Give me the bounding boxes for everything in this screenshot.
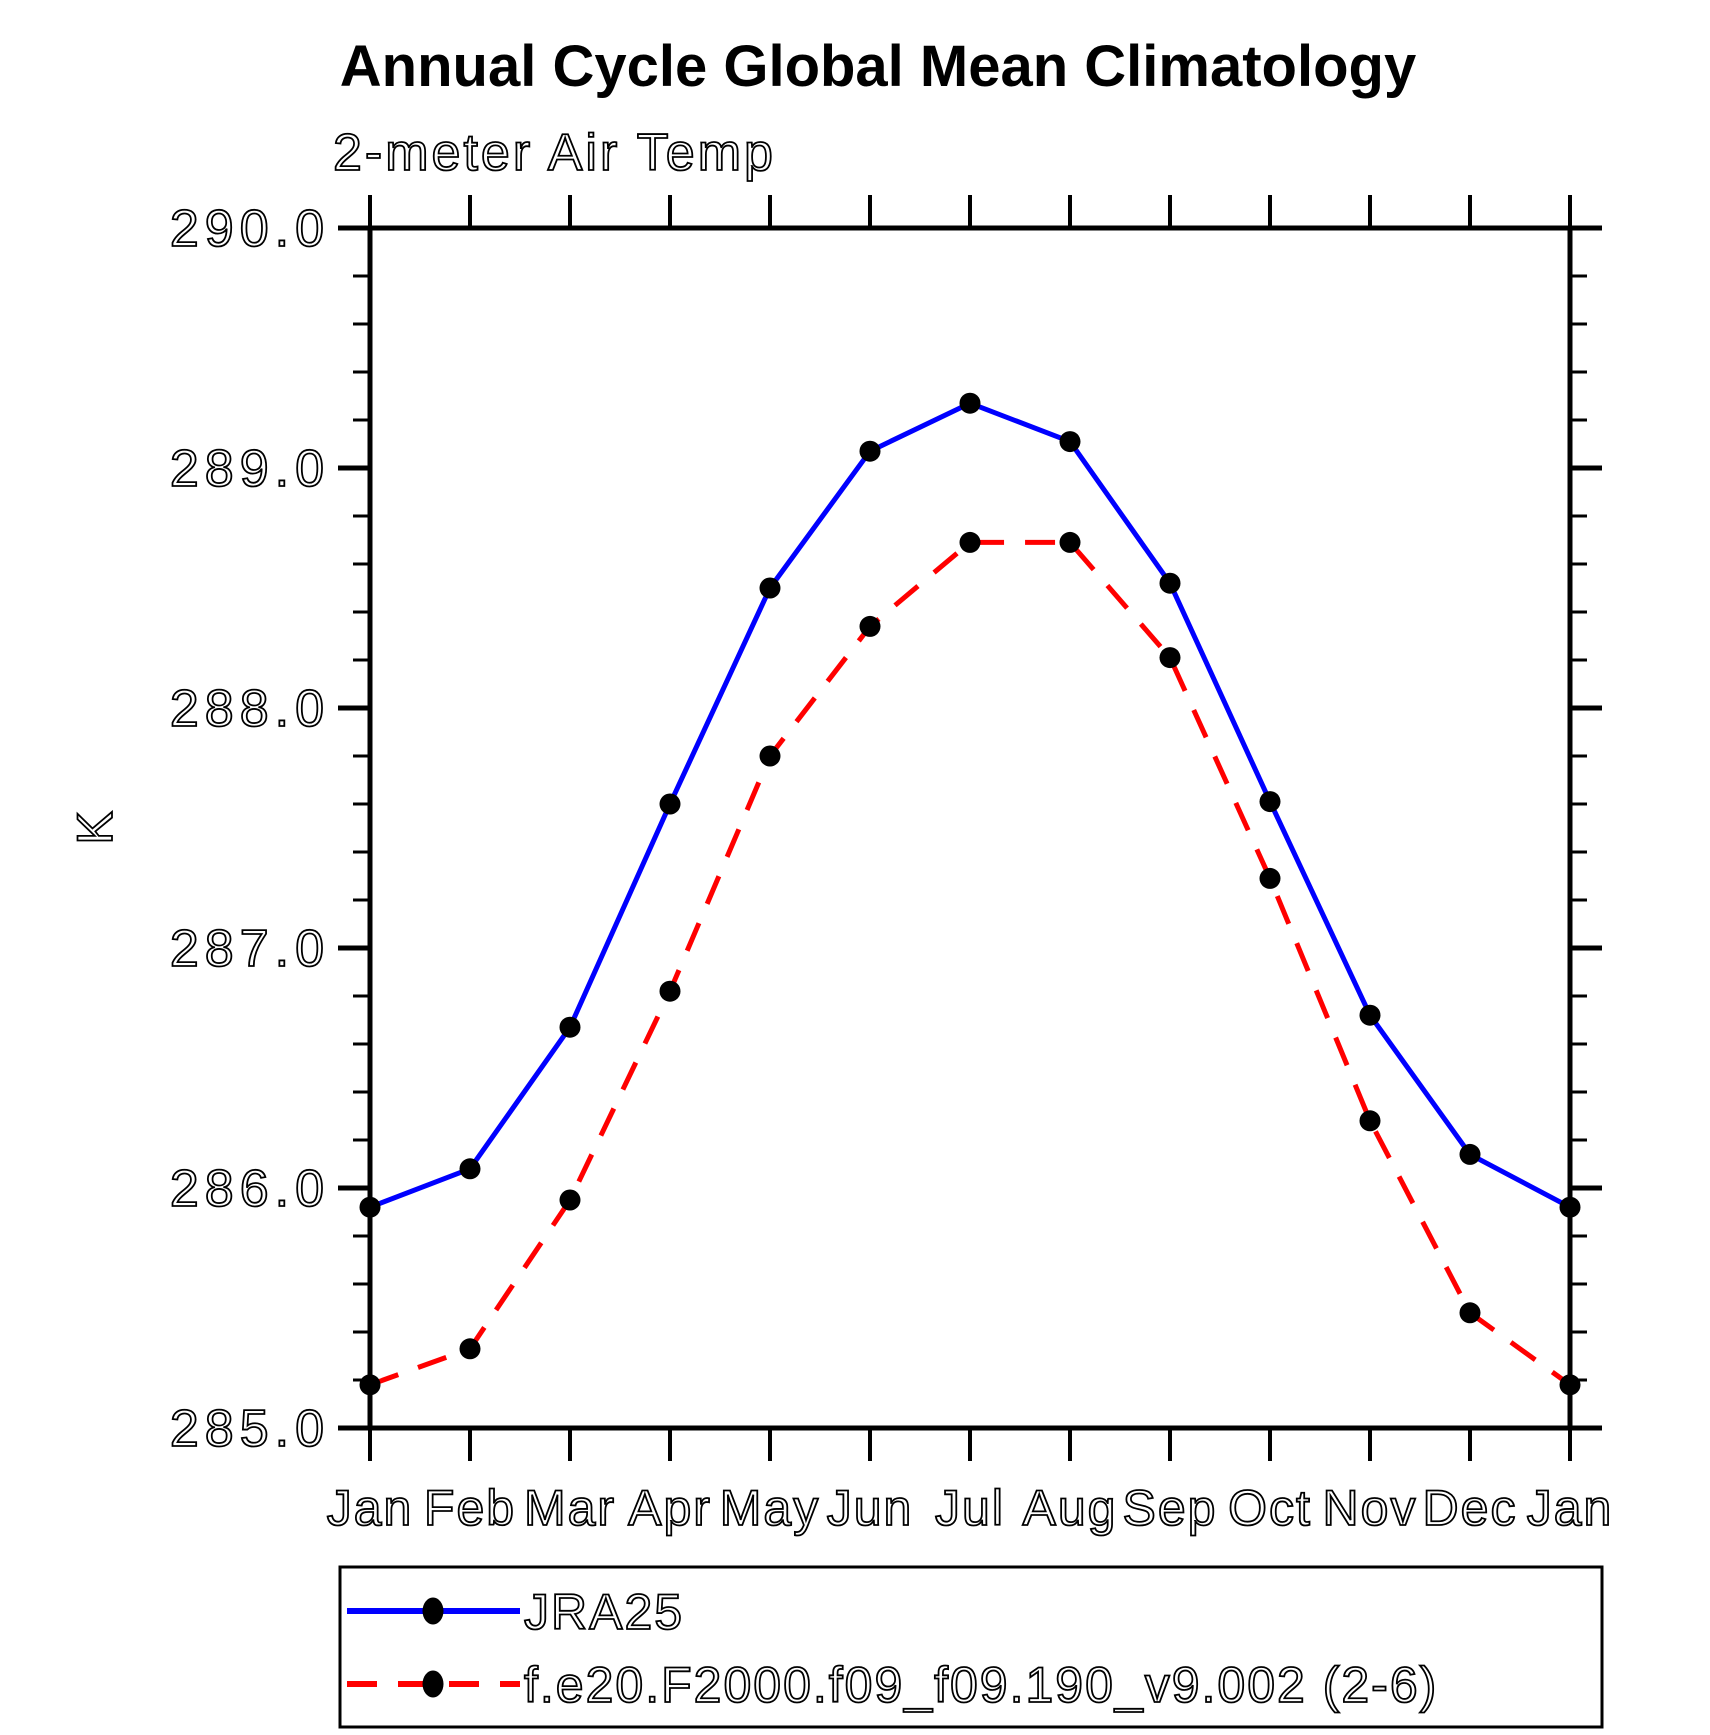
series-0-marker <box>1359 1004 1381 1026</box>
series-1-marker <box>1559 1374 1581 1396</box>
series-0-marker <box>859 440 881 462</box>
legend-marker-0 <box>422 1597 444 1625</box>
series-1-marker <box>1259 867 1281 889</box>
series-1-marker <box>759 745 781 767</box>
y-axis-label: K <box>67 811 123 844</box>
series-0-marker <box>759 577 781 599</box>
series-1-marker <box>459 1338 481 1360</box>
y-tick-label: 288.0 <box>170 680 330 738</box>
x-tick-label: Apr <box>628 1480 712 1536</box>
x-tick-labels: Jan Feb Mar Apr May Jun Jul Aug Sep Oct Nov Dec Jan <box>326 1479 1614 1537</box>
axis-ticks <box>338 195 1602 1461</box>
series-0-marker <box>1459 1143 1481 1165</box>
series-line-1 <box>369 539 1572 1388</box>
x-tick-label: Jan <box>327 1480 414 1536</box>
x-tick-label: Aug <box>1023 1480 1118 1536</box>
series-0-marker <box>959 392 981 414</box>
y-tick-label: 289.0 <box>170 440 330 498</box>
series-1-marker <box>559 1189 581 1211</box>
x-tick-label: May <box>720 1480 820 1536</box>
series-0-marker <box>659 793 681 815</box>
y-tick-label: 285.0 <box>170 1400 330 1458</box>
x-tick-label: Mar <box>524 1480 616 1536</box>
y-tick-labels: 285.0 286.0 287.0 288.0 289.0 290.0 <box>169 199 330 1459</box>
series-line-0 <box>369 400 1572 1210</box>
series-0-marker <box>1259 791 1281 813</box>
series-0-marker <box>1059 431 1081 453</box>
x-tick-label: Jul <box>935 1480 1005 1536</box>
series-1-marker <box>359 1374 381 1396</box>
x-tick-label: Feb <box>424 1480 516 1536</box>
series-1-marker <box>1459 1302 1481 1324</box>
y-tick-label: 287.0 <box>170 920 330 978</box>
series-0-marker <box>459 1158 481 1180</box>
x-tick-label: Jan <box>1527 1480 1614 1536</box>
legend-item-label: f.e20.F2000.f09_f09.190_v9.002 (2-6) <box>524 1657 1438 1713</box>
legend-box: JRA25 f.e20.F2000.f09_f09.190_v9.002 (2-6… <box>338 1565 1604 1729</box>
legend-marker-1 <box>422 1670 444 1698</box>
series-0-marker <box>359 1196 381 1218</box>
data-point-markers <box>359 392 1581 1396</box>
series-1-marker <box>1059 531 1081 553</box>
chart-subtitle: 2-meter Air Temp <box>333 124 776 182</box>
y-tick-label: 290.0 <box>170 200 330 258</box>
series-1-marker <box>859 615 881 637</box>
chart-title: Annual Cycle Global Mean Climatology <box>340 34 1416 99</box>
legend-item-label: JRA25 <box>524 1584 684 1640</box>
series-1-marker <box>659 980 681 1002</box>
x-tick-label: Jun <box>827 1480 914 1536</box>
series-0-marker <box>1159 572 1181 594</box>
x-tick-label: Sep <box>1123 1480 1218 1536</box>
x-tick-label: Oct <box>1228 1480 1312 1536</box>
series-0-marker <box>1559 1196 1581 1218</box>
x-tick-label: Dec <box>1423 1480 1518 1536</box>
x-tick-label: Nov <box>1323 1480 1418 1536</box>
legend-border <box>338 1565 1604 1729</box>
series-1-marker <box>1159 647 1181 669</box>
y-tick-label: 286.0 <box>170 1160 330 1218</box>
series-1-marker <box>1359 1110 1381 1132</box>
series-0-marker <box>559 1016 581 1038</box>
series-1-marker <box>959 531 981 553</box>
